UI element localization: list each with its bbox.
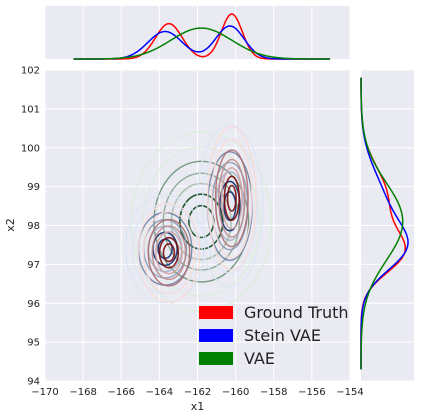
contour-line — [214, 149, 249, 248]
y-tick-label: 99 — [27, 182, 40, 193]
x-tick-label: −156 — [298, 387, 325, 398]
y-tick-label: 94 — [27, 377, 40, 388]
x-axis-label: x1 — [191, 400, 205, 413]
legend-swatch — [199, 352, 233, 365]
right-density-line — [360, 77, 404, 370]
legend-label: VAE — [244, 349, 275, 368]
top-density-line — [73, 27, 330, 60]
y-tick-label: 101 — [21, 104, 40, 115]
contour-line — [226, 184, 237, 212]
contour-line — [218, 158, 246, 238]
y-tick-label: 102 — [21, 66, 40, 77]
legend-swatch — [199, 329, 233, 342]
y-tick-label: 97 — [27, 260, 40, 271]
contour-line — [137, 202, 201, 303]
contour-line — [220, 167, 243, 230]
top-marginal-density — [73, 13, 330, 60]
legend-label: Stein VAE — [244, 326, 321, 345]
legend-label: Ground Truth — [244, 303, 349, 322]
x-tick-label: −168 — [69, 387, 96, 398]
contour-line — [219, 180, 241, 232]
contour-line — [211, 138, 253, 259]
y-tick-label: 98 — [27, 221, 40, 232]
x-tick-label: −162 — [184, 387, 211, 398]
x-tick-label: −166 — [108, 387, 135, 398]
contour-line — [223, 175, 241, 222]
right-marginal-density — [360, 77, 409, 370]
contour-line — [206, 125, 257, 271]
contour-line — [155, 231, 183, 275]
contour-line — [153, 160, 250, 283]
contour-line — [162, 243, 176, 263]
x-tick-label: −170 — [31, 387, 58, 398]
contour-line — [147, 218, 191, 287]
contour-line — [196, 124, 264, 288]
x-tick-label: −164 — [146, 387, 173, 398]
legend: Ground Truth Stein VAE VAE — [199, 303, 349, 368]
y-tick-labels: 94 95 96 97 98 99 100 101 102 — [21, 66, 40, 388]
y-axis-label: x2 — [4, 218, 17, 232]
legend-swatch — [199, 306, 233, 319]
contour-line — [124, 194, 206, 304]
x-tick-labels: −170 −168 −166 −164 −162 −160 −158 −156 −154 — [31, 387, 363, 398]
y-tick-label: 100 — [21, 143, 40, 154]
contour-line — [158, 236, 180, 269]
x-tick-label: −160 — [222, 387, 249, 398]
y-tick-label: 96 — [27, 299, 40, 310]
contour-line — [142, 146, 261, 297]
contour-line — [142, 211, 196, 295]
x-tick-label: −154 — [336, 387, 363, 398]
y-tick-label: 95 — [27, 338, 40, 349]
x-tick-label: −158 — [260, 387, 287, 398]
contour-line — [151, 225, 187, 281]
